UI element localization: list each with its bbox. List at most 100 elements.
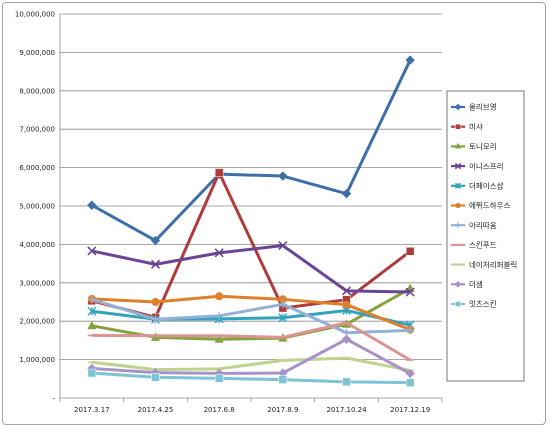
data-point (278, 240, 288, 251)
data-point (214, 374, 224, 383)
legend-marker (455, 202, 461, 209)
legend-item: 토니모리 (451, 142, 497, 151)
data-point (405, 55, 415, 65)
data-point (87, 320, 97, 330)
series-4 (87, 240, 415, 297)
series-8 (87, 321, 415, 362)
data-point (87, 306, 97, 316)
legend-item: 아리따움 (451, 220, 497, 230)
data-point (87, 368, 97, 378)
data-point (341, 189, 352, 199)
data-point (278, 300, 287, 309)
y-tick-label: - (52, 395, 55, 403)
data-point (341, 334, 352, 344)
legend-marker (454, 162, 462, 170)
data-point (406, 326, 415, 335)
legend-item: 스킨푸드 (451, 240, 497, 250)
data-point (150, 259, 161, 269)
legend-label: 더샘 (469, 280, 483, 289)
data-point (278, 375, 288, 384)
x-tick-label: 2017.12.19 (390, 406, 430, 414)
legend-item: 올리브영 (451, 102, 497, 112)
series-line (91, 244, 411, 294)
data-point (87, 295, 96, 304)
y-tick-label: 7,000,000 (19, 126, 55, 134)
data-point (342, 300, 351, 309)
y-tick-label: 5,000,000 (19, 203, 55, 211)
data-point (341, 286, 352, 296)
data-point (150, 235, 161, 246)
y-tick-label: 9,000,000 (19, 49, 55, 57)
legend-label: 더페이스샵 (469, 181, 504, 191)
x-tick-label: 2017.4.25 (138, 406, 174, 414)
series-line (91, 337, 411, 375)
data-point (214, 248, 224, 258)
legend-label: 네이처리퍼블릭 (469, 259, 517, 269)
legend-item: 에뛰드하우스 (451, 200, 510, 210)
legend-label: 이니스프리 (469, 161, 504, 171)
series-1 (87, 55, 415, 246)
y-tick-label: 6,000,000 (19, 164, 55, 172)
legend-label: 아리따움 (469, 220, 497, 230)
data-point (405, 378, 415, 387)
data-point (278, 171, 288, 181)
legend-marker (454, 280, 462, 288)
legend-marker (455, 301, 461, 307)
data-point (278, 295, 287, 304)
data-point (278, 313, 288, 323)
legend-marker (454, 103, 462, 111)
series-line (91, 321, 411, 362)
legend-item: 더샘 (451, 280, 483, 289)
x-tick-label: 2017.10.24 (326, 406, 367, 414)
series-11 (87, 368, 415, 387)
series-line (91, 297, 411, 335)
data-point (405, 368, 415, 379)
data-point (405, 247, 415, 256)
legend-box (446, 90, 525, 382)
legend-label: 올리브영 (469, 102, 497, 112)
series-line (91, 356, 411, 372)
legend: 올리브영미샤토니모리이니스프리더페이스샵에뛰드하우스아리따움스킨푸드네이처리퍼블… (446, 90, 525, 382)
y-tick-label: 1,000,000 (19, 356, 55, 364)
series-7 (87, 295, 415, 337)
data-point (151, 315, 160, 324)
legend-item: 더페이스샵 (451, 181, 504, 191)
series-line (91, 171, 412, 319)
y-tick-label: 4,000,000 (19, 241, 55, 249)
data-point (215, 311, 224, 320)
y-tick-label: 10,000,000 (15, 11, 55, 19)
series-line (91, 308, 411, 327)
data-point (342, 377, 351, 387)
legend-item: 미샤 (451, 121, 483, 131)
x-tick-label: 2017.3.17 (74, 406, 110, 414)
data-point (151, 298, 160, 306)
legend-marker (455, 123, 461, 130)
data-point (405, 287, 415, 297)
legend-marker (455, 222, 461, 228)
x-tick-label: 2017.8.9 (267, 406, 298, 414)
legend-item: 이니스프리 (451, 161, 504, 171)
legend-label: 토니모리 (469, 142, 497, 151)
x-tick-label: 2017.6.8 (204, 406, 235, 414)
series-6 (87, 292, 415, 334)
y-tick-label: 2,000,000 (19, 318, 55, 326)
data-point (214, 334, 224, 343)
series-line (91, 59, 412, 243)
series-line (91, 294, 411, 332)
legend-marker (454, 182, 462, 189)
data-point (87, 200, 97, 210)
legend-label: 스킨푸드 (469, 240, 497, 250)
legend-label: 에뛰드하우스 (469, 200, 510, 210)
data-point (151, 373, 160, 382)
data-point (87, 246, 97, 256)
legend-label: 잇츠스킨 (469, 299, 497, 309)
y-tick-label: 8,000,000 (19, 87, 55, 95)
data-point (215, 292, 224, 301)
y-tick-label: 3,000,000 (19, 279, 55, 287)
legend-item: 네이처리퍼블릭 (451, 259, 517, 269)
legend-item: 잇츠스킨 (451, 299, 497, 309)
data-point (214, 168, 224, 177)
series-line (91, 371, 411, 385)
legend-label: 미샤 (469, 121, 483, 131)
